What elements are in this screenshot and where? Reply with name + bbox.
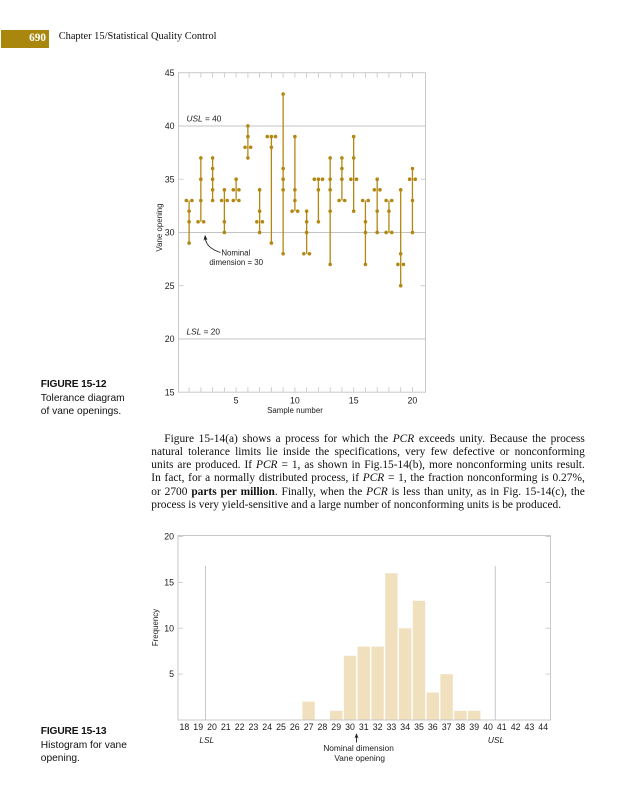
svg-text:29: 29 <box>331 722 341 732</box>
svg-text:5: 5 <box>234 396 239 406</box>
svg-text:26: 26 <box>290 722 300 732</box>
svg-text:21: 21 <box>221 722 231 732</box>
svg-text:20: 20 <box>207 722 217 732</box>
svg-text:USL: USL <box>488 735 505 745</box>
svg-text:20: 20 <box>408 396 418 406</box>
svg-text:Vane opening: Vane opening <box>334 753 385 763</box>
svg-text:Frequency: Frequency <box>151 609 160 646</box>
svg-text:Nominal: Nominal <box>221 249 250 258</box>
svg-text:43: 43 <box>525 722 535 732</box>
svg-text:25: 25 <box>165 281 175 291</box>
svg-text:37: 37 <box>442 722 452 732</box>
svg-text:20: 20 <box>165 334 175 344</box>
svg-text:40: 40 <box>483 722 493 732</box>
svg-text:38: 38 <box>456 722 466 732</box>
svg-text:LSL: LSL <box>199 735 214 745</box>
svg-text:10: 10 <box>164 623 174 633</box>
svg-text:LSL = 20: LSL = 20 <box>187 327 221 337</box>
svg-text:19: 19 <box>193 722 203 732</box>
svg-text:20: 20 <box>164 532 174 542</box>
svg-text:33: 33 <box>387 722 397 732</box>
svg-text:15: 15 <box>164 578 174 588</box>
svg-text:25: 25 <box>276 722 286 732</box>
svg-text:Vane opening: Vane opening <box>155 203 164 251</box>
svg-text:Sample number: Sample number <box>267 406 323 415</box>
svg-text:35: 35 <box>414 722 424 732</box>
svg-text:41: 41 <box>497 722 507 732</box>
svg-text:34: 34 <box>400 722 410 732</box>
svg-text:18: 18 <box>180 722 190 732</box>
svg-text:39: 39 <box>469 722 479 732</box>
svg-text:45: 45 <box>165 68 175 78</box>
svg-text:23: 23 <box>249 722 259 732</box>
svg-text:32: 32 <box>373 722 383 732</box>
svg-text:44: 44 <box>538 722 548 732</box>
svg-text:31: 31 <box>359 722 369 732</box>
svg-text:15: 15 <box>349 396 359 406</box>
svg-text:5: 5 <box>169 669 174 679</box>
svg-text:30: 30 <box>345 722 355 732</box>
svg-text:36: 36 <box>428 722 438 732</box>
svg-text:28: 28 <box>318 722 328 732</box>
svg-text:22: 22 <box>235 722 245 732</box>
svg-text:Nominal dimension: Nominal dimension <box>323 743 394 753</box>
svg-text:30: 30 <box>165 228 175 238</box>
svg-text:40: 40 <box>165 121 175 131</box>
svg-text:35: 35 <box>165 174 175 184</box>
svg-text:dimension = 30: dimension = 30 <box>209 258 263 267</box>
svg-text:USL = 40: USL = 40 <box>187 114 222 124</box>
svg-text:24: 24 <box>262 722 272 732</box>
svg-text:15: 15 <box>165 387 175 397</box>
svg-text:10: 10 <box>290 396 300 406</box>
svg-text:27: 27 <box>304 722 314 732</box>
svg-text:42: 42 <box>511 722 521 732</box>
